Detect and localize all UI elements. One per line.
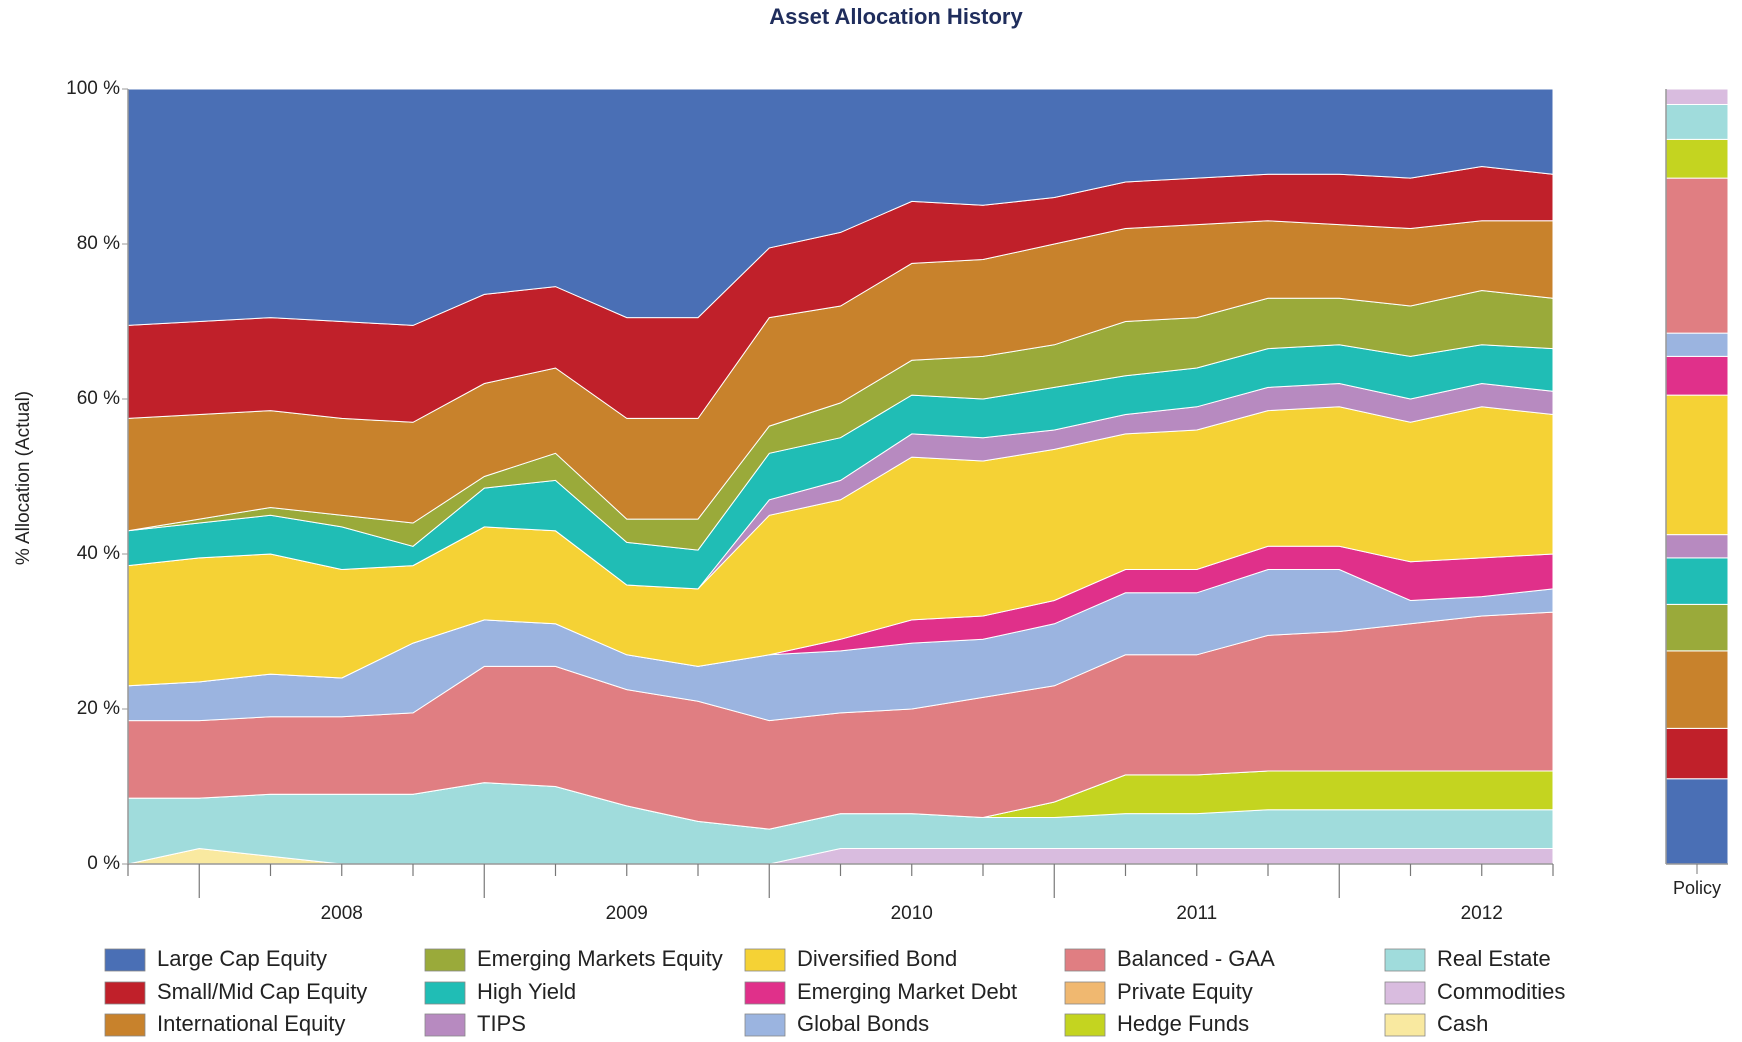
legend-swatch bbox=[424, 948, 466, 972]
legend-label: Large Cap Equity bbox=[157, 946, 327, 971]
legend-label: Hedge Funds bbox=[1117, 1011, 1249, 1036]
legend-swatch bbox=[744, 948, 786, 972]
y-tick-label: 20 % bbox=[77, 698, 120, 719]
legend-swatch bbox=[424, 981, 466, 1005]
policy-segment bbox=[1665, 332, 1729, 357]
x-tick-label: 2009 bbox=[606, 903, 648, 924]
policy-segment bbox=[1665, 778, 1729, 865]
y-tick-label: 0 % bbox=[87, 853, 120, 874]
y-tick-label: 100 % bbox=[66, 78, 120, 99]
y-tick-label: 60 % bbox=[77, 388, 120, 409]
policy-segment bbox=[1665, 355, 1729, 396]
legend-swatch bbox=[744, 981, 786, 1005]
legend-swatch bbox=[104, 981, 146, 1005]
x-tick-label: 2010 bbox=[891, 903, 933, 924]
legend-label: Commodities bbox=[1437, 979, 1565, 1004]
policy-segment bbox=[1665, 104, 1729, 140]
legend-swatch bbox=[1384, 1013, 1426, 1037]
policy-segment bbox=[1665, 394, 1729, 536]
legend-swatch bbox=[744, 1013, 786, 1037]
chart-title: Asset Allocation History bbox=[769, 4, 1023, 29]
policy-segment bbox=[1665, 557, 1729, 605]
legend-label: Balanced - GAA bbox=[1117, 946, 1275, 971]
legend-swatch bbox=[1064, 981, 1106, 1005]
legend-label: Diversified Bond bbox=[797, 946, 957, 971]
legend-swatch bbox=[1384, 981, 1426, 1005]
legend-label: TIPS bbox=[477, 1011, 526, 1036]
legend-swatch bbox=[1064, 948, 1106, 972]
legend-swatch bbox=[104, 1013, 146, 1037]
legend: Large Cap Equity Small/Mid Cap Equity Inte… bbox=[104, 946, 1565, 1037]
policy-segment bbox=[1665, 177, 1729, 334]
legend-label: Cash bbox=[1437, 1011, 1488, 1036]
policy-label: Policy bbox=[1673, 878, 1721, 898]
policy-segment bbox=[1665, 138, 1729, 179]
x-tick-label: 2008 bbox=[321, 903, 363, 924]
x-tick-label: 2012 bbox=[1461, 903, 1503, 924]
legend-swatch bbox=[1064, 1013, 1106, 1037]
area bbox=[127, 88, 1554, 326]
y-tick-label: 40 % bbox=[77, 543, 120, 564]
y-tick-label: 80 % bbox=[77, 233, 120, 254]
policy-segment bbox=[1665, 727, 1729, 780]
x-tick-label: 2011 bbox=[1176, 903, 1217, 924]
legend-label: Emerging Market Debt bbox=[797, 979, 1017, 1004]
legend-label: Private Equity bbox=[1117, 979, 1253, 1004]
legend-label: Small/Mid Cap Equity bbox=[157, 979, 367, 1004]
policy-segment bbox=[1665, 650, 1729, 729]
legend-label: High Yield bbox=[477, 979, 576, 1004]
legend-swatch bbox=[1384, 948, 1426, 972]
legend-label: Global Bonds bbox=[797, 1011, 929, 1036]
policy-segment bbox=[1665, 603, 1729, 652]
legend-swatch bbox=[424, 1013, 466, 1037]
policy-segment bbox=[1665, 88, 1729, 105]
legend-label: Emerging Markets Equity bbox=[477, 946, 723, 971]
legend-label: International Equity bbox=[157, 1011, 345, 1036]
policy-segment bbox=[1665, 534, 1729, 559]
y-axis-label: % Allocation (Actual) bbox=[13, 391, 34, 565]
legend-label: Real Estate bbox=[1437, 946, 1551, 971]
legend-swatch bbox=[104, 948, 146, 972]
